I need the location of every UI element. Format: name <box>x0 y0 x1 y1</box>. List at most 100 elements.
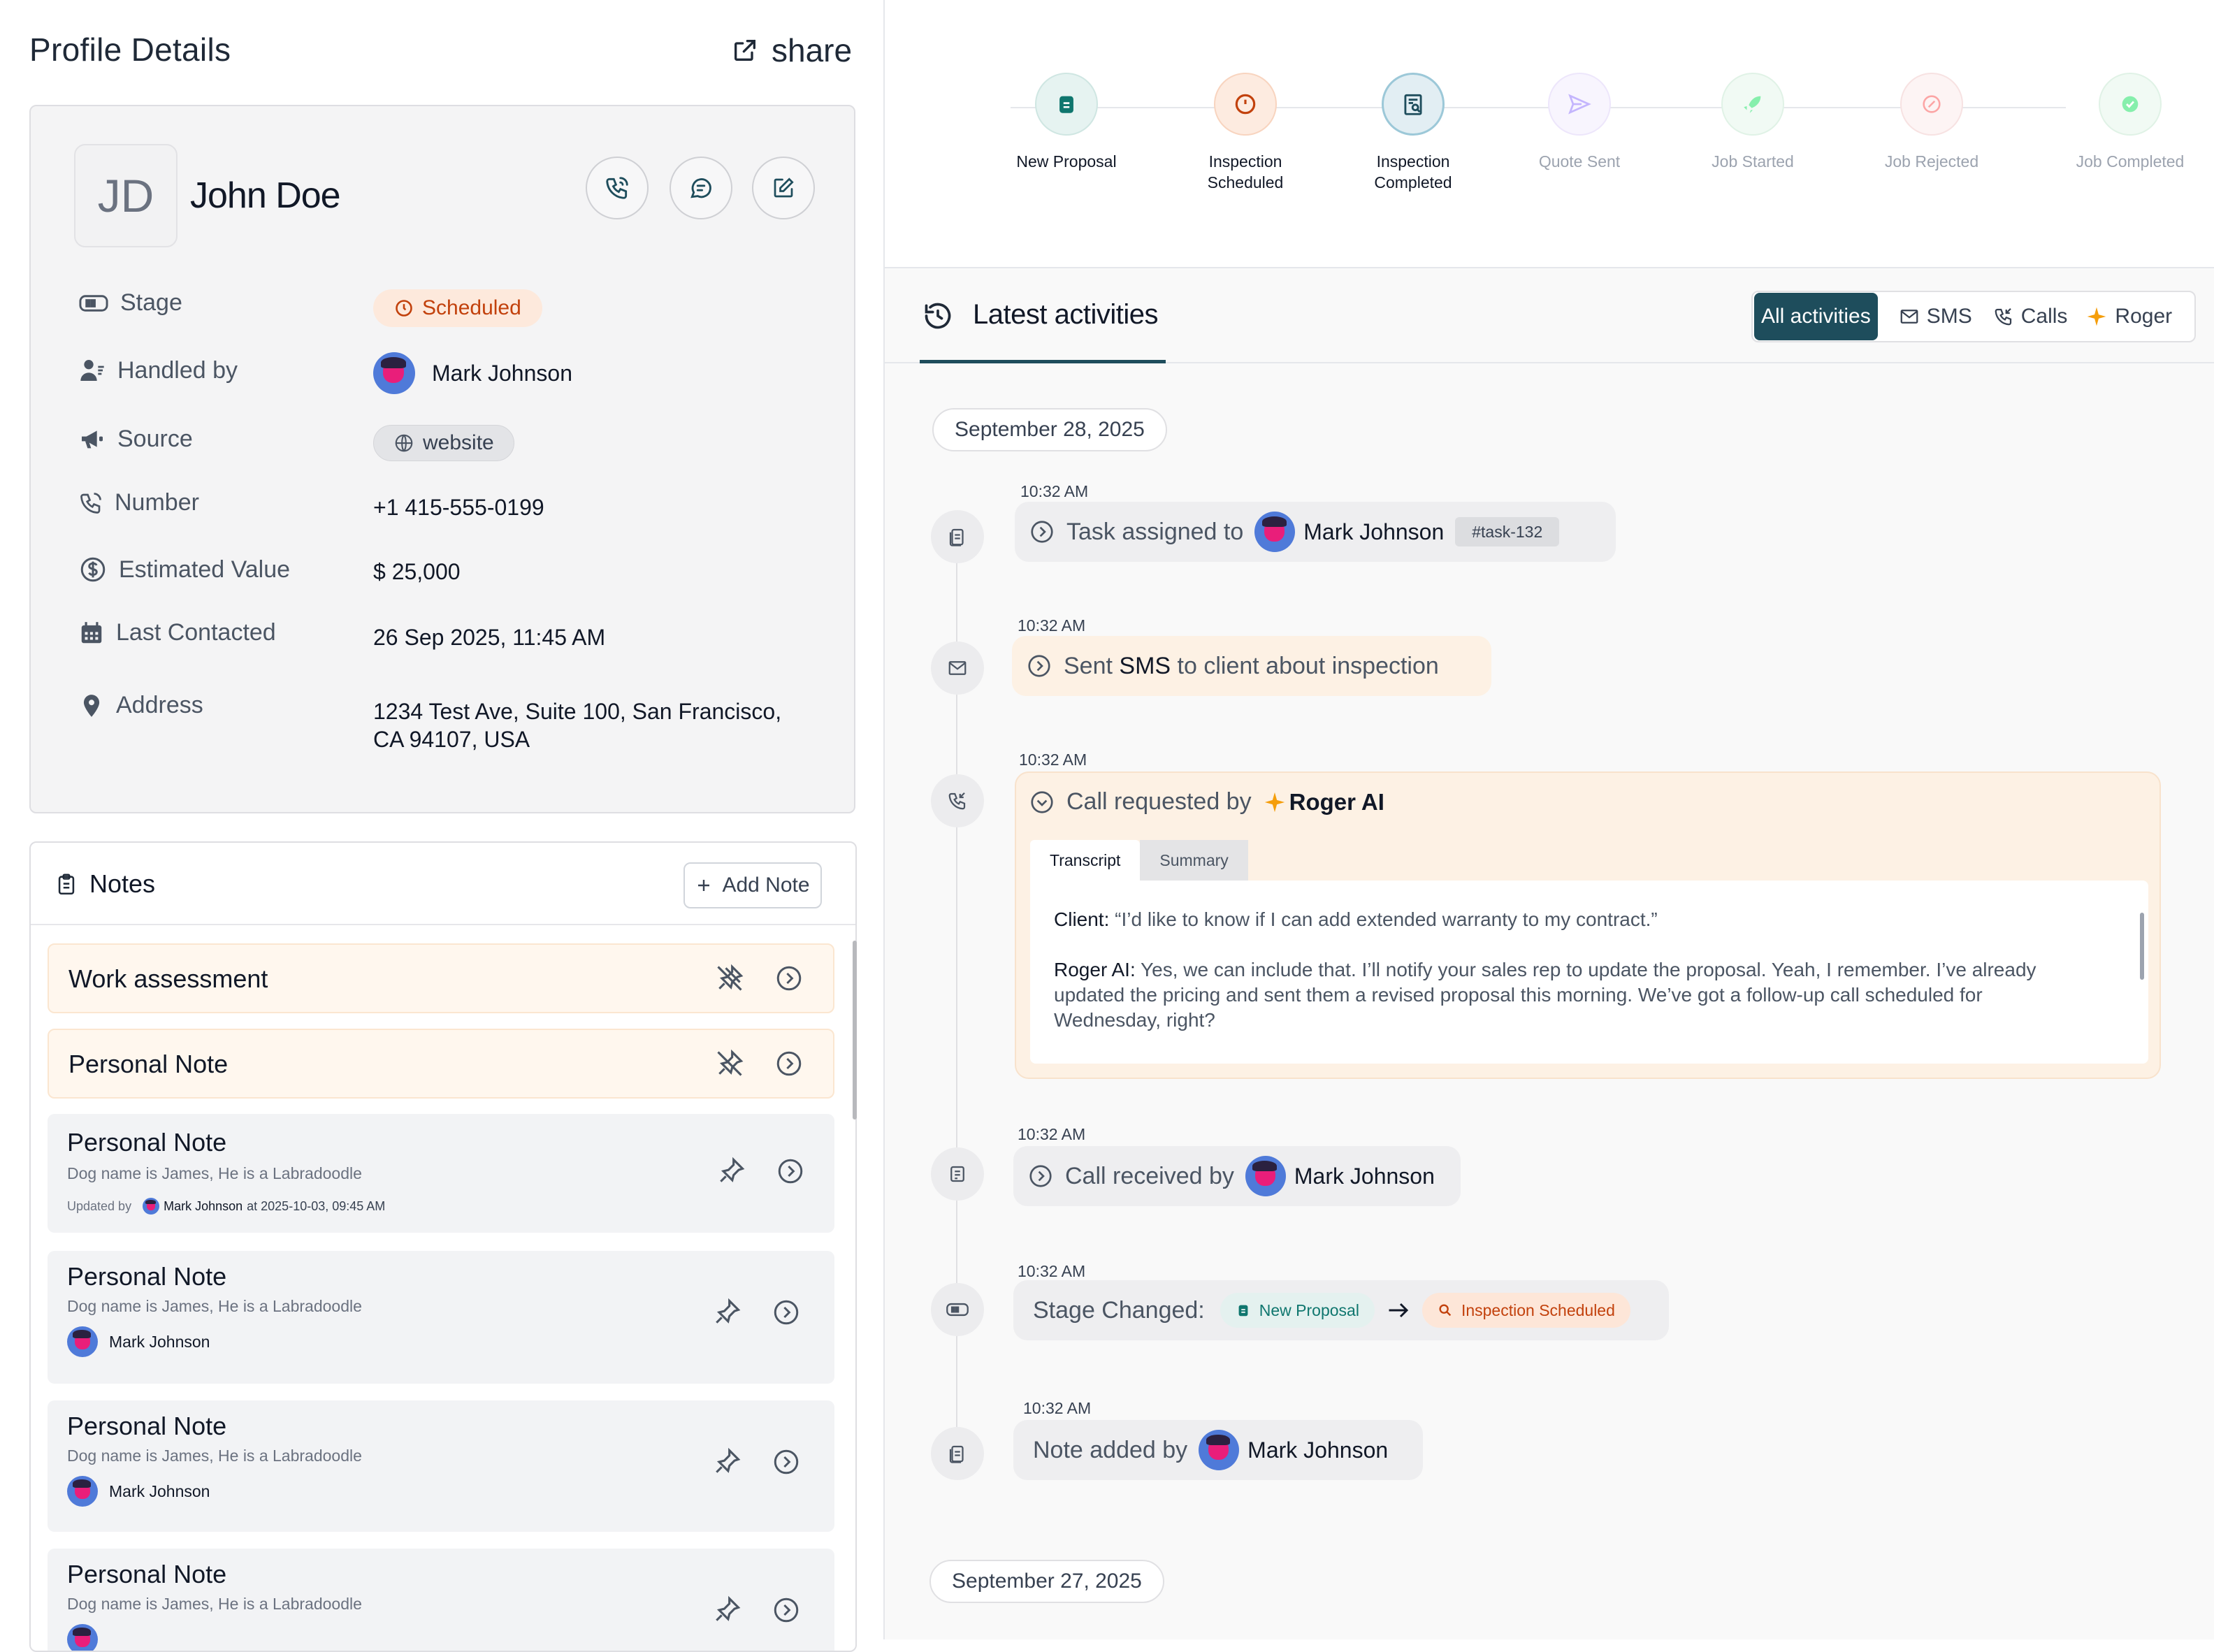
unpin-icon[interactable] <box>714 1048 745 1079</box>
message-button[interactable] <box>670 157 732 219</box>
filter-sms[interactable]: SMS <box>1899 305 1972 328</box>
number-value[interactable]: +1 415-555-0199 <box>373 495 544 520</box>
tab-transcript[interactable]: Transcript <box>1030 840 1141 881</box>
list-item[interactable]: Personal Note Dog name is James, He is a… <box>48 1114 834 1233</box>
divider <box>885 362 2214 363</box>
list-item[interactable]: Personal Note Dog name is James, He is a… <box>48 1549 834 1651</box>
status-badge-label: Scheduled <box>422 296 521 319</box>
step-label: Quote Sent <box>1510 151 1649 172</box>
stage-badge-from: New Proposal <box>1220 1293 1375 1328</box>
status-badge: Scheduled <box>373 289 542 327</box>
note-actions <box>714 963 804 994</box>
activity-task[interactable]: Task assigned to Mark Johnson #task-132 <box>1015 502 1616 562</box>
unpin-icon[interactable] <box>714 963 745 994</box>
note-meta <box>67 1624 98 1651</box>
activity-text: Task assigned to <box>1066 518 1244 545</box>
note-icon <box>931 1427 984 1480</box>
list-item[interactable]: Personal Note Dog name is James, He is a… <box>48 1400 834 1532</box>
notes-scrollbar[interactable] <box>853 941 857 1120</box>
user-icon <box>78 356 106 384</box>
avatar <box>67 1624 98 1651</box>
chevron-right-circle-icon[interactable] <box>1027 1163 1054 1189</box>
activity-call-requested[interactable]: Call requested by Roger AI Transcript Su… <box>1015 771 2161 1079</box>
filter-roger[interactable]: Roger <box>2085 305 2172 328</box>
stage-to-label: Inspection Scheduled <box>1461 1300 1615 1319</box>
date-chip: September 27, 2025 <box>929 1560 1164 1603</box>
chevron-right-circle-icon[interactable] <box>1029 519 1055 545</box>
pipeline-stepper: New Proposal Inspection Scheduled Inspect… <box>885 0 2214 268</box>
stage-row: Stage <box>78 289 182 317</box>
step-label: Job Completed <box>2060 151 2200 172</box>
filter-calls[interactable]: Calls <box>1993 305 2067 328</box>
source-row: Source <box>78 425 193 453</box>
chevron-right-circle-icon[interactable] <box>774 964 804 993</box>
add-note-button[interactable]: Add Note <box>683 862 822 908</box>
step-job-started[interactable]: Job Started <box>1683 73 1823 172</box>
note-user: Mark Johnson <box>164 1198 243 1213</box>
note-user: Mark Johnson <box>109 1481 210 1500</box>
call-button[interactable] <box>586 157 649 219</box>
chevron-right-circle-icon[interactable] <box>772 1298 801 1327</box>
list-item[interactable]: Personal Note Dog name is James, He is a… <box>48 1251 834 1384</box>
share-button[interactable]: share <box>731 31 852 70</box>
note-title: Personal Note <box>67 1128 227 1157</box>
search-icon <box>1438 1303 1453 1318</box>
dollar-icon <box>78 555 108 584</box>
pin-icon[interactable] <box>716 1156 746 1187</box>
stage-icon <box>931 1283 984 1336</box>
phone-incoming-icon <box>931 774 984 827</box>
avatar <box>1245 1156 1286 1196</box>
number-label: Number <box>115 489 199 516</box>
location-pin-icon <box>78 693 105 719</box>
handled-value[interactable]: Mark Johnson <box>373 352 572 394</box>
chevron-right-circle-icon[interactable] <box>776 1157 805 1186</box>
avatar <box>373 352 415 394</box>
speaker-label: Roger AI: <box>1054 959 1136 980</box>
task-tag[interactable]: #task-132 <box>1455 517 1560 546</box>
activity-sms[interactable]: Sent SMS to client about inspection <box>1012 636 1491 696</box>
activities-title[interactable]: Latest activities <box>973 299 1158 330</box>
pin-icon[interactable] <box>711 1595 742 1625</box>
tab-summary[interactable]: Summary <box>1140 840 1248 881</box>
filter-all[interactable]: All activities <box>1754 293 1878 340</box>
step-new-proposal[interactable]: New Proposal <box>997 73 1136 172</box>
list-item[interactable]: Work assessment <box>48 943 834 1013</box>
chevron-right-circle-icon[interactable] <box>774 1049 804 1078</box>
activity-call-received[interactable]: Call received by Mark Johnson <box>1013 1146 1461 1206</box>
step-quote-sent[interactable]: Quote Sent <box>1510 73 1649 172</box>
contacted-row: Last Contacted <box>78 619 276 646</box>
chevron-right-circle-icon[interactable] <box>772 1595 801 1625</box>
chevron-down-circle-icon[interactable] <box>1029 789 1055 816</box>
pin-icon[interactable] <box>711 1447 742 1477</box>
address-line: CA 94107, USA <box>373 727 530 752</box>
stage-label: Stage <box>120 289 182 316</box>
chevron-right-circle-icon[interactable] <box>772 1447 801 1477</box>
source-value: website <box>423 431 494 454</box>
notes-panel: Notes Add Note Work assessment Personal … <box>29 841 857 1652</box>
activity-text: Sent SMS to client about inspection <box>1064 653 1439 680</box>
pin-icon[interactable] <box>711 1297 742 1328</box>
calendar-icon <box>78 620 105 646</box>
step-job-rejected[interactable]: Job Rejected <box>1862 73 2002 172</box>
step-inspection-completed[interactable]: Inspection Completed <box>1343 73 1483 193</box>
step-job-completed[interactable]: Job Completed <box>2060 73 2200 172</box>
activity-stage-changed[interactable]: Stage Changed: New Proposal Inspection S… <box>1013 1280 1669 1340</box>
step-inspection-scheduled[interactable]: Inspection Scheduled <box>1175 73 1315 193</box>
activity-note-added[interactable]: Note added by Mark Johnson <box>1013 1420 1423 1480</box>
activity-time: 10:32 AM <box>1019 751 1087 769</box>
add-note-label: Add Note <box>722 874 810 897</box>
activity-text: Call requested by <box>1066 788 1252 815</box>
number-row: Number <box>78 489 199 516</box>
note-meta: Mark Johnson <box>67 1326 210 1357</box>
edit-button[interactable] <box>752 157 815 219</box>
note-description: Dog name is James, He is a Labradoodle <box>67 1297 362 1315</box>
chevron-right-circle-icon[interactable] <box>1026 653 1052 679</box>
transcript-scrollbar[interactable] <box>2140 913 2144 980</box>
list-item[interactable]: Personal Note <box>48 1029 834 1099</box>
avatar <box>1254 512 1296 552</box>
history-icon <box>922 300 953 331</box>
avatar <box>1199 1430 1240 1470</box>
note-description: Dog name is James, He is a Labradoodle <box>67 1447 362 1465</box>
address-line: 1234 Test Ave, Suite 100, San Francisco, <box>373 699 782 724</box>
clock-icon <box>1214 73 1277 136</box>
